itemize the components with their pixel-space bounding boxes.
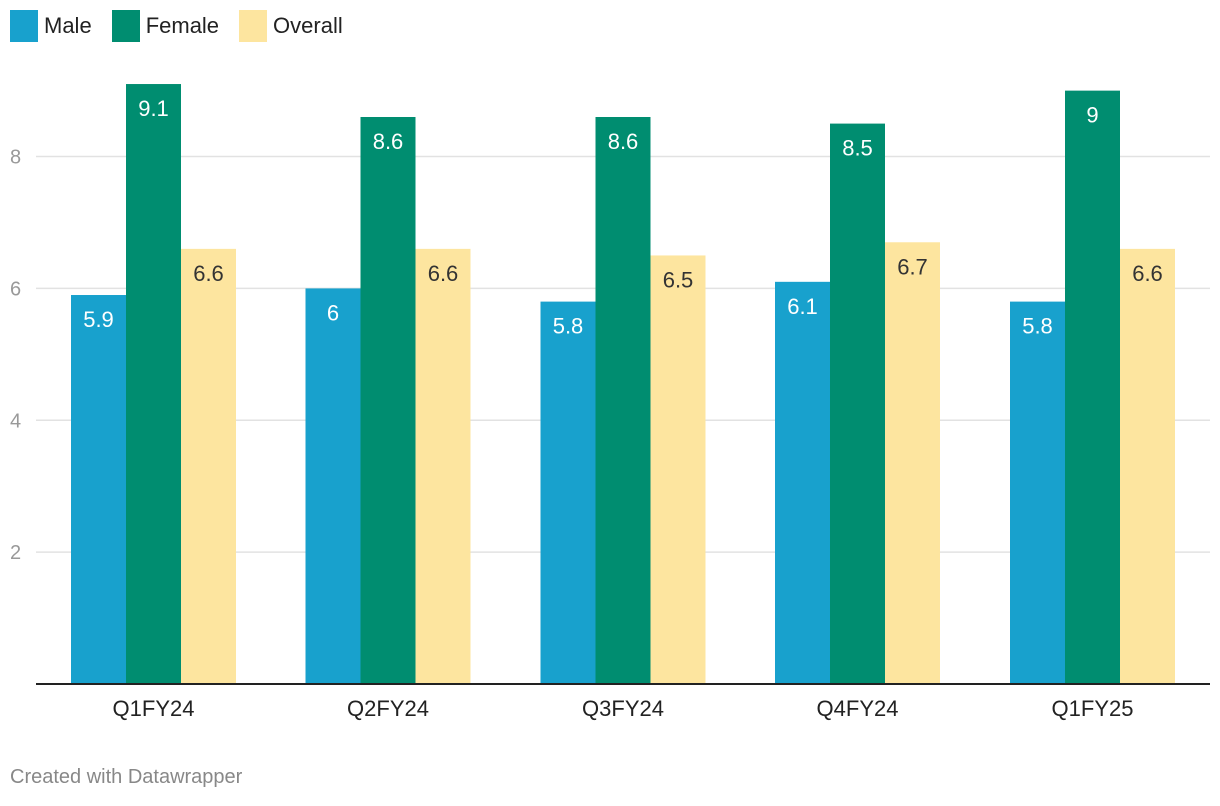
value-label-female-q3fy24: 8.6: [608, 129, 639, 154]
value-label-female-q2fy24: 8.6: [373, 129, 404, 154]
bar-overall-q1fy24: [181, 248, 236, 684]
bar-female-q1fy24: [126, 84, 181, 685]
value-label-female-q4fy24: 8.5: [842, 136, 873, 161]
bar-overall-q1fy25: [1120, 248, 1175, 684]
bar-overall-q2fy24: [415, 248, 471, 684]
y-tick-label-6: 6: [10, 278, 21, 300]
legend: Male Female Overall: [10, 10, 343, 42]
value-label-male-q3fy24: 5.8: [553, 314, 584, 339]
value-label-male-q1fy24: 5.9: [83, 307, 114, 332]
value-label-overall-q2fy24: 6.6: [428, 261, 459, 286]
value-label-male-q1fy25: 5.8: [1022, 314, 1053, 339]
bar-female-q2fy24: [360, 117, 416, 684]
legend-item-overall: Overall: [239, 10, 343, 42]
value-label-overall-q3fy24: 6.5: [663, 267, 694, 292]
legend-label-male: Male: [44, 13, 92, 38]
value-label-male-q4fy24: 6.1: [787, 294, 818, 319]
legend-label-female: Female: [145, 13, 220, 38]
value-label-overall-q1fy25: 6.6: [1132, 261, 1163, 286]
value-label-female-q1fy25: 9: [1086, 103, 1098, 128]
bar-male-q4fy24: [775, 281, 830, 684]
bar-overall-q4fy24: [885, 242, 940, 685]
legend-swatch-overall: [239, 10, 268, 42]
legend-item-male: Male: [10, 10, 92, 42]
x-tick-label-q4fy24: Q4FY24: [817, 696, 899, 721]
bar-layer: [71, 84, 1175, 685]
x-tick-label-q1fy25: Q1FY25: [1052, 696, 1134, 721]
label-layer: 5.9 9.1 6.6 6 8.6 6.6 5.8 8.6 6.5 6.1 8.5 6.7 5.8 9 6.…: [83, 96, 1163, 339]
value-label-female-q1fy24: 9.1: [138, 96, 169, 121]
bar-overall-q3fy24: [650, 255, 706, 684]
x-tick-label-q1fy24: Q1FY24: [113, 696, 195, 721]
value-label-overall-q1fy24: 6.6: [193, 261, 224, 286]
bar-male-q1fy24: [71, 295, 126, 684]
bar-female-q3fy24: [595, 117, 651, 684]
y-tick-label-2: 2: [10, 542, 21, 564]
x-tick-label-q2fy24: Q2FY24: [347, 696, 429, 721]
bar-female-q4fy24: [830, 123, 885, 685]
value-label-male-q2fy24: 6: [327, 300, 339, 325]
legend-item-female: Female: [111, 10, 220, 42]
footer-credit: Created with Datawrapper: [10, 766, 243, 788]
value-label-overall-q4fy24: 6.7: [897, 254, 928, 279]
legend-swatch-female: [111, 10, 140, 42]
bar-male-q1fy25: [1010, 301, 1065, 684]
legend-label-overall: Overall: [273, 13, 343, 38]
y-tick-label-8: 8: [10, 147, 21, 169]
legend-swatch-male: [10, 10, 38, 42]
bar-male-q2fy24: [305, 288, 361, 684]
bar-chart: 5.9 9.1 6.6 6 8.6 6.6 5.8 8.6 6.5 6.1 8.5 6.7 5.8 9 6.…: [10, 84, 1210, 721]
axis-layer: 2 4 6 8 Q1FY24 Q2FY24 Q3FY24 Q4FY24 Q1FY25: [10, 147, 1210, 721]
x-tick-label-q3fy24: Q3FY24: [582, 696, 664, 721]
bar-male-q3fy24: [540, 301, 596, 684]
y-tick-label-4: 4: [10, 410, 21, 432]
bar-female-q1fy25: [1065, 90, 1120, 684]
